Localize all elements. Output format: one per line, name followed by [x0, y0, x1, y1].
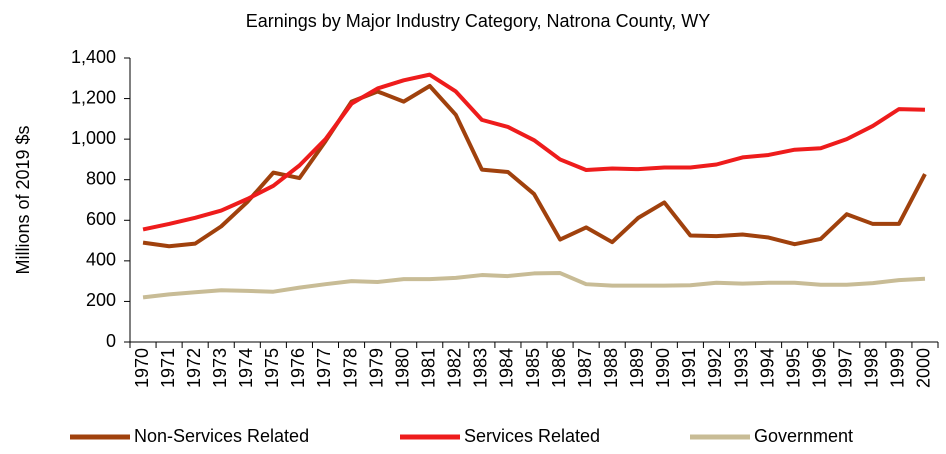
x-tick-label: 1977 — [314, 348, 334, 388]
y-tick-label: 800 — [86, 168, 116, 188]
x-tick-label: 1997 — [836, 348, 856, 388]
y-tick-label: 200 — [86, 290, 116, 310]
x-tick-label: 1996 — [809, 348, 829, 388]
x-tick-label: 1974 — [236, 348, 256, 388]
x-tick-label: 1988 — [601, 348, 621, 388]
series-line — [142, 83, 927, 249]
x-tick-label: 1983 — [471, 348, 491, 388]
x-tick-label: 1991 — [679, 348, 699, 388]
x-tick-label: 1986 — [549, 348, 569, 388]
x-tick-label: 1975 — [262, 348, 282, 388]
y-tick-label: 1,400 — [71, 47, 116, 67]
x-tick-label: 2000 — [914, 348, 934, 388]
x-tick-label: 1979 — [366, 348, 386, 388]
y-tick-label: 0 — [106, 331, 116, 351]
x-tick-label: 1999 — [888, 348, 908, 388]
x-tick-label: 1971 — [158, 348, 178, 388]
x-tick-label: 1978 — [340, 348, 360, 388]
x-tick-label: 1980 — [392, 348, 412, 388]
y-tick-label: 1,000 — [71, 128, 116, 148]
x-tick-label: 1998 — [862, 348, 882, 388]
y-tick-label: 400 — [86, 250, 116, 270]
legend-label: Government — [754, 426, 853, 446]
x-tick-label: 1987 — [575, 348, 595, 388]
x-tick-label: 1993 — [731, 348, 751, 388]
x-tick-label: 1995 — [783, 348, 803, 388]
x-tick-label: 1972 — [184, 348, 204, 388]
legend-label: Non-Services Related — [134, 426, 309, 446]
x-tick-label: 1990 — [653, 348, 673, 388]
x-tick-label: 1994 — [757, 348, 777, 388]
x-tick-label: 1982 — [445, 348, 465, 388]
x-tick-label: 1976 — [288, 348, 308, 388]
x-tick-label: 1970 — [132, 348, 152, 388]
chart-title: Earnings by Major Industry Category, Nat… — [246, 11, 711, 31]
x-tick-label: 1989 — [627, 348, 647, 388]
x-tick-label: 1981 — [418, 348, 438, 388]
x-tick-label: 1985 — [523, 348, 543, 388]
legend-label: Services Related — [464, 426, 600, 446]
y-tick-label: 600 — [86, 209, 116, 229]
x-tick-label: 1992 — [705, 348, 725, 388]
x-tick-label: 1984 — [497, 348, 517, 388]
y-axis-label: Millions of 2019 $s — [13, 125, 33, 274]
y-tick-label: 1,200 — [71, 87, 116, 107]
series-line — [142, 72, 926, 232]
series-line — [142, 271, 926, 300]
x-tick-label: 1973 — [210, 348, 230, 388]
